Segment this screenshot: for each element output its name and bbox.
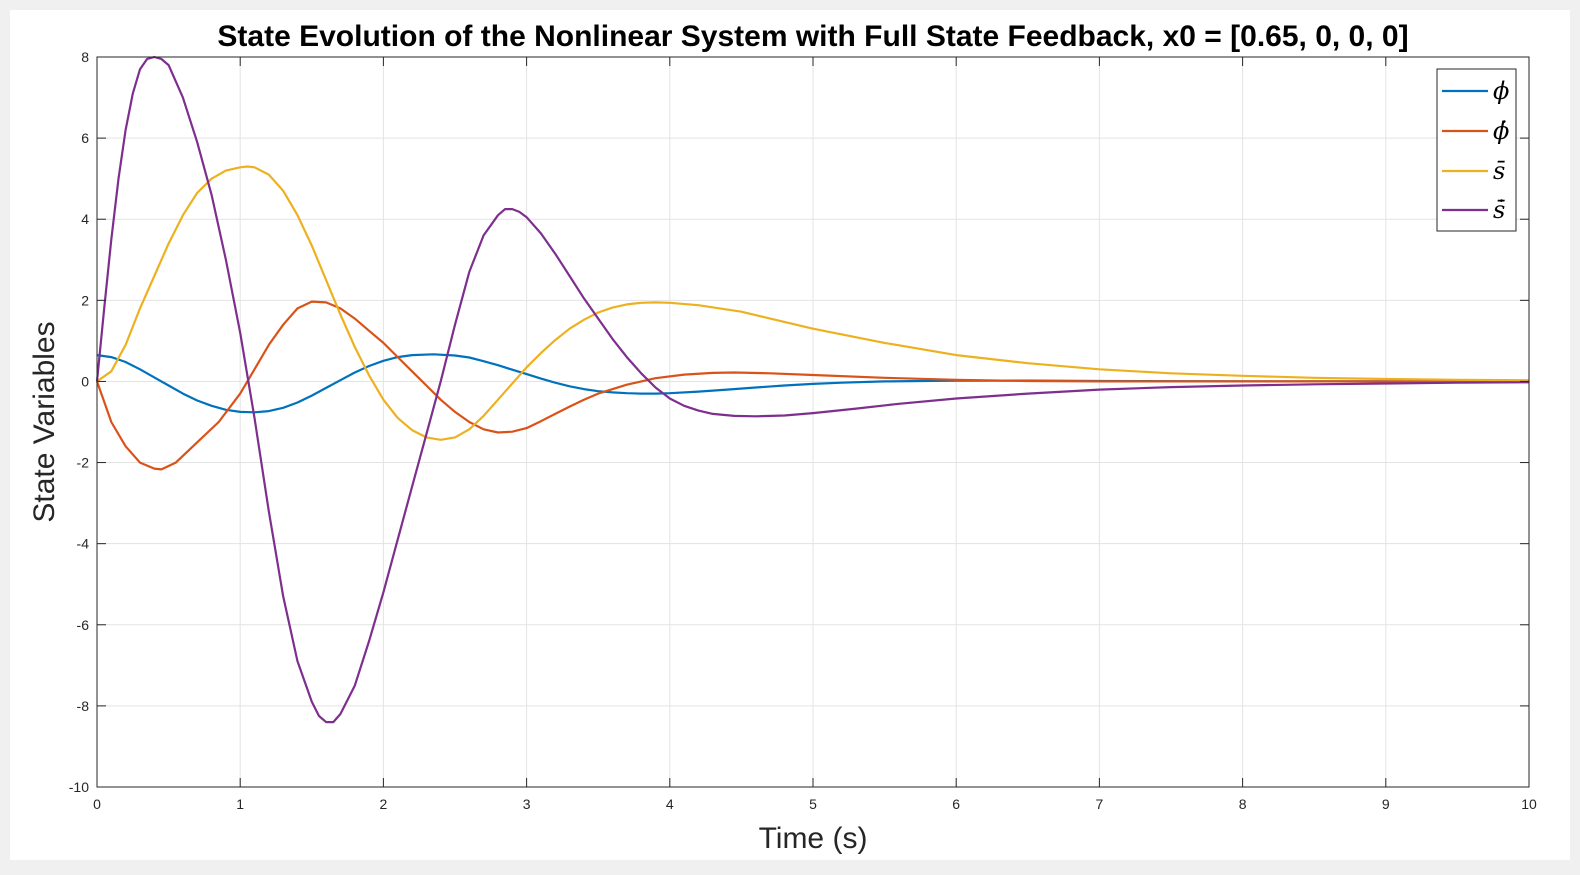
y-tick-label: -10	[69, 779, 89, 795]
y-tick-label: -6	[77, 617, 90, 633]
x-tick-label: 0	[93, 796, 101, 812]
legend[interactable]: ϕ ϕ̇ s̄ s̄̇	[1436, 68, 1517, 232]
x-tick-label: 1	[236, 796, 244, 812]
legend-box	[1436, 68, 1517, 232]
x-tick-label: 4	[666, 796, 674, 812]
y-tick-label: 6	[81, 130, 89, 146]
y-tick-label: 8	[81, 49, 89, 65]
series-line-2	[96, 165, 1530, 441]
legend-label: ϕ̇	[1493, 117, 1509, 145]
x-axis-label: Time (s)	[759, 822, 868, 855]
y-axis-label: State Variables	[28, 321, 61, 522]
x-tick-label: 5	[809, 796, 817, 812]
y-tick-label: -8	[77, 698, 90, 714]
x-tick-label: 3	[523, 796, 531, 812]
y-tick-label: -2	[77, 455, 90, 471]
chart-title: State Evolution of the Nonlinear System …	[217, 20, 1408, 53]
y-tick-label: 2	[81, 292, 89, 308]
x-tick-label: 7	[1096, 796, 1104, 812]
x-tick-label: 8	[1239, 796, 1247, 812]
ticks: 0 1 2 3 4 5 6 7 8 9 10 -10 -8 -6 -4 -2 0 2 4 6 8	[69, 49, 1537, 812]
legend-label: ϕ	[1493, 77, 1509, 105]
y-tick-label: -4	[77, 536, 90, 552]
legend-label: s̄̇	[1493, 196, 1506, 224]
x-tick-label: 2	[380, 796, 388, 812]
y-tick-label: 4	[81, 211, 89, 227]
x-tick-label: 6	[952, 796, 960, 812]
x-tick-label: 9	[1382, 796, 1390, 812]
series-line-1	[95, 300, 1529, 471]
y-tick-label: 0	[81, 373, 89, 389]
series-layer	[95, 55, 1530, 724]
series-line-0	[96, 353, 1529, 414]
series-line-3	[95, 55, 1530, 724]
legend-label: s̄	[1493, 157, 1506, 185]
x-tick-label: 10	[1521, 796, 1537, 812]
